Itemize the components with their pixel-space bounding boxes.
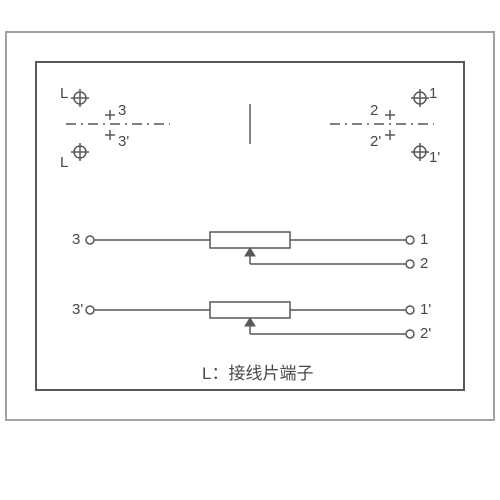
terminal-label: L (60, 155, 68, 170)
terminal-label: 3' (72, 302, 83, 317)
terminal-label: 2 (370, 103, 378, 118)
terminal-label: 1' (429, 150, 440, 165)
terminal-label: 3 (72, 232, 80, 247)
terminal-label: 2' (370, 134, 381, 149)
diagram-svg (0, 0, 500, 500)
terminal-label: 3 (118, 103, 126, 118)
terminal-label: 2 (420, 256, 428, 271)
terminal-label: 1 (429, 86, 437, 101)
terminal-label: L (60, 86, 68, 101)
terminal-label: 2' (420, 326, 431, 341)
diagram-canvas: L L 3 3' 1 1' 2 2' 3 1 2 3' 1' 2' L：接线片端子 (0, 0, 500, 500)
terminal-label: 1' (420, 302, 431, 317)
terminal-label: 3' (118, 134, 129, 149)
terminal-label: 1 (420, 232, 428, 247)
legend-text: L：接线片端子 (202, 365, 313, 382)
